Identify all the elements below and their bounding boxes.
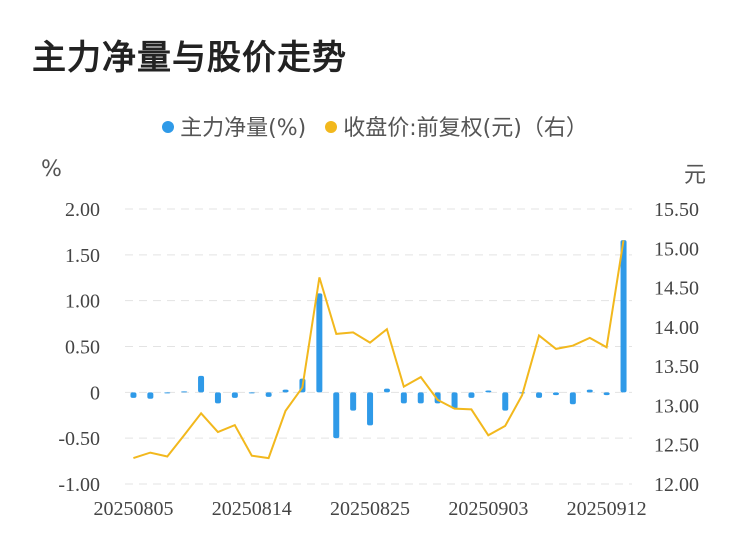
chart-legend: 主力净量(%) 收盘价:前复权(元)（右） <box>0 110 750 142</box>
x-axis-ticks: 20250805 20250814 20250825 20250903 20250912 <box>93 498 646 520</box>
bar-main-net <box>586 389 593 393</box>
left-tick-label: -1.00 <box>58 474 100 496</box>
left-tick-label: -0.50 <box>58 428 100 450</box>
left-tick-label: 1.50 <box>65 245 100 267</box>
left-tick-label: 1.00 <box>65 291 100 313</box>
page-title: 主力净量与股价走势 <box>32 38 347 78</box>
bar-main-net <box>164 392 171 394</box>
right-tick-label: 12.50 <box>654 435 699 457</box>
bar-series-main-net <box>130 240 627 439</box>
right-tick-label: 13.50 <box>654 356 699 378</box>
right-tick-label: 15.50 <box>654 199 699 221</box>
legend-label-close-price: 收盘价:前复权(元)（右） <box>343 116 588 141</box>
right-axis-unit: 元 <box>684 163 707 188</box>
bar-main-net <box>468 392 475 398</box>
x-tick-label: 20250805 <box>93 498 173 520</box>
bar-main-net <box>198 375 205 393</box>
bar-main-net <box>248 392 255 394</box>
x-tick-label: 20250912 <box>567 498 647 520</box>
bar-main-net <box>552 392 559 396</box>
bar-main-net <box>502 392 509 411</box>
bar-main-net <box>181 391 188 393</box>
bar-main-net <box>231 392 238 398</box>
bar-main-net <box>282 389 289 393</box>
right-tick-label: 14.50 <box>654 278 699 300</box>
bar-main-net <box>383 388 390 393</box>
legend-label-main-net: 主力净量(%) <box>180 116 307 141</box>
bar-main-net <box>350 392 357 411</box>
left-tick-label: 0.50 <box>65 337 100 359</box>
bar-main-net <box>451 392 458 409</box>
bar-main-net <box>569 392 576 405</box>
left-tick-label: 2.00 <box>65 199 100 221</box>
x-tick-label: 20250814 <box>212 498 292 520</box>
bar-main-net <box>316 293 323 393</box>
x-tick-label: 20250903 <box>448 498 528 520</box>
bar-main-net <box>367 392 374 426</box>
bar-main-net <box>603 392 610 396</box>
right-axis-ticks: 15.50 15.00 14.50 14.00 13.50 13.00 12.50 12.00 <box>654 199 699 496</box>
right-tick-label: 12.00 <box>654 474 699 496</box>
legend-dot-blue-icon <box>162 121 175 133</box>
left-axis-ticks: 2.00 1.50 1.00 0.50 0 -0.50 -1.00 <box>58 199 100 496</box>
bar-main-net <box>536 392 543 398</box>
right-tick-label: 13.00 <box>654 395 699 417</box>
x-tick-label: 20250825 <box>330 498 410 520</box>
right-tick-label: 15.00 <box>654 238 699 260</box>
left-tick-label: 0 <box>90 382 100 404</box>
bar-main-net <box>333 392 340 439</box>
bar-main-net <box>620 240 627 393</box>
bar-main-net <box>130 392 137 398</box>
bar-main-net <box>485 390 492 393</box>
bar-main-net <box>214 392 221 404</box>
legend-dot-yellow-icon <box>325 121 338 133</box>
right-tick-label: 14.00 <box>654 317 699 339</box>
bar-main-net <box>417 392 424 404</box>
legend-item-main-net[interactable]: 主力净量(%) <box>162 110 306 142</box>
grid-lines <box>125 208 632 485</box>
bar-main-net <box>400 392 407 404</box>
left-axis-unit: % <box>41 157 62 182</box>
bar-main-net <box>147 392 154 399</box>
legend-item-close-price[interactable]: 收盘价:前复权(元)（右） <box>325 110 588 142</box>
bar-main-net <box>265 392 272 397</box>
line-series-close-price <box>133 240 625 460</box>
